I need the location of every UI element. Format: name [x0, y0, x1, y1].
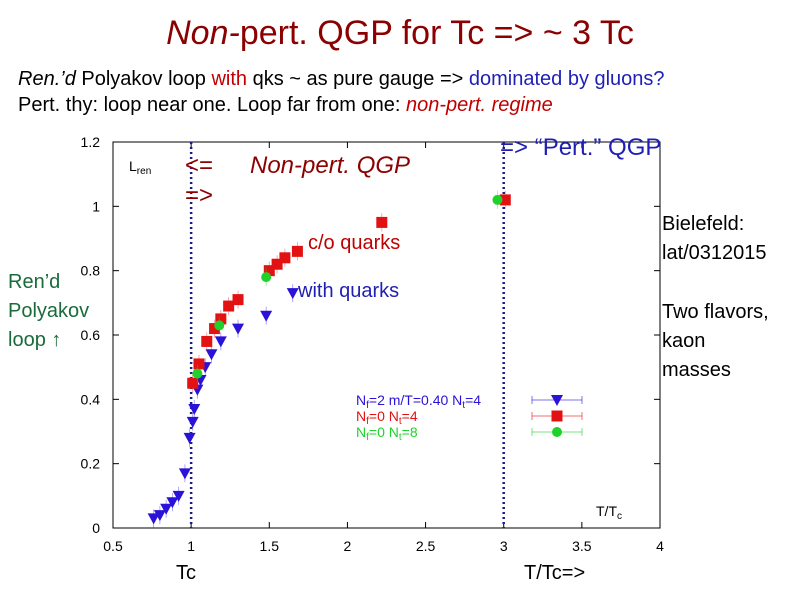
side-y-label: Ren’d Polyakov loop ↑ [8, 271, 90, 351]
data-point [178, 468, 191, 480]
ttc-label: T/Tc=> [524, 562, 586, 584]
data-point [286, 288, 299, 300]
data-point [201, 335, 213, 347]
x-tick-label: 1.5 [260, 538, 280, 554]
data-point [160, 503, 173, 515]
y-tick-label: 1.2 [81, 134, 101, 150]
x-tick-label: 3.5 [572, 538, 592, 554]
data-point [232, 294, 244, 306]
data-point [209, 323, 221, 335]
x-tick-label: 2.5 [416, 538, 436, 554]
x-tick-label: 0.5 [103, 538, 123, 554]
x-tick-label: 3 [500, 538, 508, 554]
y-tick-label: 0 [92, 520, 100, 536]
nonpert-right-arrow: => [185, 182, 214, 209]
data-point [214, 336, 227, 348]
data-point [215, 313, 227, 325]
legend-marker [552, 427, 562, 437]
x-tick-label: 4 [656, 538, 664, 554]
with-quarks-label: with quarks [298, 280, 400, 302]
legend-marker [551, 410, 563, 422]
series-1 [187, 190, 511, 393]
tc-label: Tc [176, 562, 196, 584]
data-point [492, 194, 503, 205]
co-quarks-label: c/o quarks [308, 232, 401, 254]
slide-title: Non-pert. QGP for Tc => ~ 3 Tc [166, 14, 634, 52]
data-point [172, 490, 185, 502]
data-point [214, 320, 225, 331]
data-point [153, 510, 166, 522]
nonpert-qgp-label: Non-pert. QGP [250, 152, 411, 179]
series-2 [192, 190, 503, 383]
y-tick-label: 0.4 [81, 391, 101, 407]
series-0 [147, 284, 299, 528]
x-tick-label: 1 [187, 538, 195, 554]
x-axis-label: T/Tc [596, 503, 622, 522]
data-point [223, 300, 235, 312]
data-point [261, 272, 272, 283]
legend-label: Nf=0 Nt=4 [356, 408, 418, 427]
y-tick-label: 1 [92, 198, 100, 214]
y-axis-label: Lren [129, 158, 151, 177]
data-point [187, 377, 199, 389]
data-point [183, 432, 196, 444]
data-point [260, 310, 273, 322]
data-point [232, 323, 245, 335]
data-point [376, 216, 388, 228]
y-tick-label: 0.8 [81, 263, 101, 279]
data-point [147, 513, 160, 525]
data-point [192, 368, 203, 379]
legend-label: Nf=0 Nt=8 [356, 424, 418, 443]
nonpert-left-arrow: <= [185, 152, 214, 179]
x-tick-label: 2 [344, 538, 352, 554]
data-point [186, 416, 199, 428]
legend-marker [551, 395, 563, 406]
data-point [193, 358, 205, 370]
data-point [188, 403, 201, 415]
data-point [205, 349, 218, 361]
legend-label: Nf=2 m/T=0.40 Nt=4 [356, 392, 481, 411]
legend: Nf=2 m/T=0.40 Nt=4Nf=0 Nt=4Nf=0 Nt=8 [356, 392, 583, 443]
intro-text: Ren.’d Polyakov loop with qks ~ as pure … [18, 68, 665, 116]
reference-note: Bielefeld: lat/0312015 [662, 213, 767, 264]
data-point [263, 265, 275, 277]
data-point [271, 258, 283, 270]
data-point [279, 252, 291, 264]
y-tick-label: 0.2 [81, 456, 101, 472]
pert-qgp-label: => “Pert.” QGP [500, 134, 662, 161]
y-tick-label: 0.6 [81, 327, 101, 343]
data-point [291, 245, 303, 257]
data-point [166, 497, 179, 509]
flavors-note: Two flavors, kaon masses [662, 301, 769, 381]
data-point [499, 194, 511, 206]
